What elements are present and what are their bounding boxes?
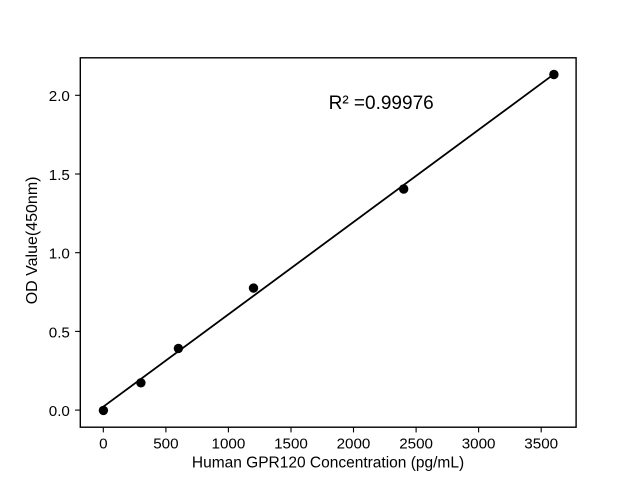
svg-text:3000: 3000 xyxy=(462,435,496,452)
svg-text:1500: 1500 xyxy=(274,435,308,452)
svg-text:1000: 1000 xyxy=(212,435,246,452)
svg-text:1.0: 1.0 xyxy=(49,246,70,263)
svg-text:Human GPR120 Concentration (pg: Human GPR120 Concentration (pg/mL) xyxy=(192,455,464,472)
svg-text:0: 0 xyxy=(99,435,107,452)
svg-text:2000: 2000 xyxy=(337,435,371,452)
svg-text:2500: 2500 xyxy=(399,435,433,452)
svg-text:R² =0.99976: R² =0.99976 xyxy=(329,93,434,114)
svg-text:0.0: 0.0 xyxy=(49,403,70,420)
svg-text:3500: 3500 xyxy=(524,435,558,452)
svg-text:OD Value(450nm): OD Value(450nm) xyxy=(24,177,41,305)
svg-text:1.5: 1.5 xyxy=(49,167,70,184)
svg-text:2.0: 2.0 xyxy=(49,88,70,105)
svg-text:0.5: 0.5 xyxy=(49,324,70,341)
svg-text:500: 500 xyxy=(153,435,178,452)
